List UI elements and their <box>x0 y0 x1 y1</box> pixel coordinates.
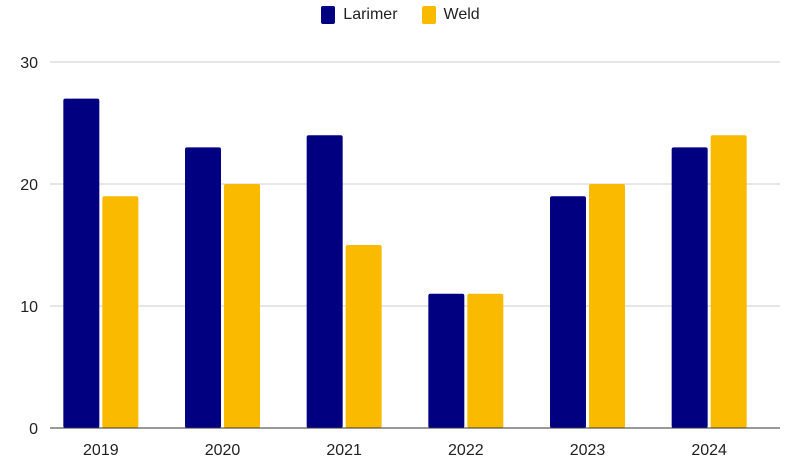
x-tick-label: 2022 <box>448 442 484 459</box>
y-tick-label: 30 <box>20 55 38 72</box>
bar-weld-2019[interactable] <box>102 196 139 428</box>
x-tick-label: 2024 <box>691 442 727 459</box>
gridlines <box>50 61 780 307</box>
legend-item-weld[interactable]: Weld <box>421 6 480 24</box>
bar-weld-2020[interactable] <box>224 184 260 428</box>
x-tick-label: 2021 <box>326 442 362 459</box>
bar-weld-2023[interactable] <box>589 184 625 428</box>
legend: Larimer Weld <box>0 6 801 24</box>
bar-larimer-2021[interactable] <box>306 135 343 428</box>
y-tick-label: 20 <box>20 177 38 194</box>
x-tick-label: 2023 <box>570 442 606 459</box>
legend-swatch-larimer <box>321 6 336 24</box>
bar-larimer-2024[interactable] <box>671 147 708 428</box>
x-axis-ticks: 2019 2020 2021 2022 2023 2024 <box>83 442 727 459</box>
x-tick-label: 2019 <box>83 442 119 459</box>
bar-weld-2021[interactable] <box>345 245 382 428</box>
bar-larimer-2022[interactable] <box>428 293 465 428</box>
y-tick-label: 10 <box>20 299 38 316</box>
bar-larimer-2023[interactable] <box>550 196 586 428</box>
legend-swatch-weld <box>421 6 436 24</box>
bar-larimer-2019[interactable] <box>63 98 100 428</box>
bars <box>63 98 747 428</box>
bar-larimer-2020[interactable] <box>185 147 221 428</box>
legend-label-weld: Weld <box>443 6 480 23</box>
bar-weld-2022[interactable] <box>467 293 504 428</box>
x-tick-label: 2020 <box>205 442 241 459</box>
bar-weld-2024[interactable] <box>710 135 747 428</box>
legend-item-larimer[interactable]: Larimer <box>321 6 398 24</box>
legend-label-larimer: Larimer <box>343 6 398 23</box>
y-tick-label: 0 <box>29 421 38 438</box>
y-axis-ticks: 0 10 20 30 <box>20 55 38 438</box>
